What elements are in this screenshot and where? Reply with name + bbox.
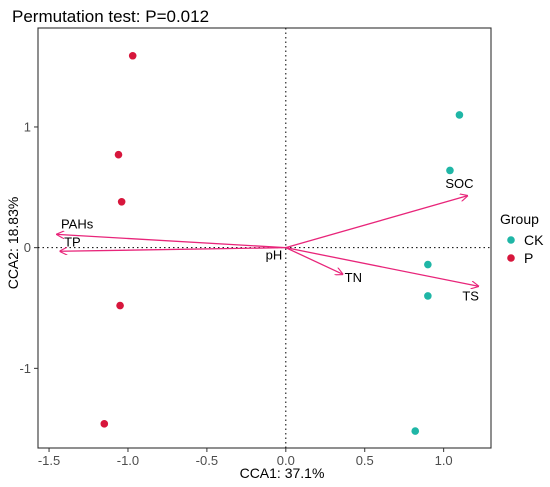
point-ck: [411, 427, 420, 435]
arrow-label-ts: TS: [462, 288, 479, 303]
chart-title: Permutation test: P=0.012: [12, 7, 209, 26]
point-ck: [455, 111, 464, 119]
arrow-label-pahs: PAHs: [61, 216, 94, 231]
y-tick-label: 0: [24, 240, 31, 255]
x-tick-label: 1.0: [435, 453, 453, 468]
point-ck: [424, 292, 432, 300]
legend-label-ck: CK: [524, 232, 544, 248]
point-ck: [446, 166, 454, 175]
plot-panel: -1.5 -1.0 -0.5 0.0 0.5 1.0 -1 0 1 SOC PAHs TP TN TS pH: [19, 27, 492, 468]
point-p: [128, 51, 137, 60]
legend-key-p: [507, 254, 515, 262]
x-tick-label: 0.5: [356, 453, 374, 468]
legend: Group CK P: [500, 211, 544, 266]
arrow-label-soc: SOC: [445, 176, 473, 191]
arrow-soc: [285, 196, 468, 249]
arrow-pahs: [57, 234, 286, 249]
point-p: [100, 420, 109, 428]
point-p: [116, 301, 124, 310]
arrow-label-ph: pH: [266, 248, 283, 263]
x-tick-label: -1.0: [117, 453, 139, 468]
x-tick-label: -0.5: [196, 453, 218, 468]
x-axis-title: CCA1: 37.1%: [240, 465, 325, 481]
arrow-label-tn: TN: [345, 270, 362, 285]
panel-border: [37, 27, 492, 449]
arrow-ts: [285, 247, 479, 287]
arrow-tp: [60, 247, 286, 252]
legend-title: Group: [500, 211, 539, 227]
x-tick-label: 0.0: [277, 453, 295, 468]
point-p: [114, 150, 123, 159]
y-axis-title: CCA2: 18.83%: [5, 197, 21, 290]
legend-label-p: P: [524, 250, 533, 266]
arrow-tn: [285, 247, 343, 275]
x-tick-label: -1.5: [38, 453, 60, 468]
point-p: [117, 197, 126, 206]
y-tick-label: 1: [24, 119, 31, 134]
arrow-label-tp: TP: [64, 234, 81, 249]
point-ck: [424, 260, 432, 269]
legend-key-ck: [507, 236, 515, 244]
y-tick-label: -1: [19, 361, 31, 376]
